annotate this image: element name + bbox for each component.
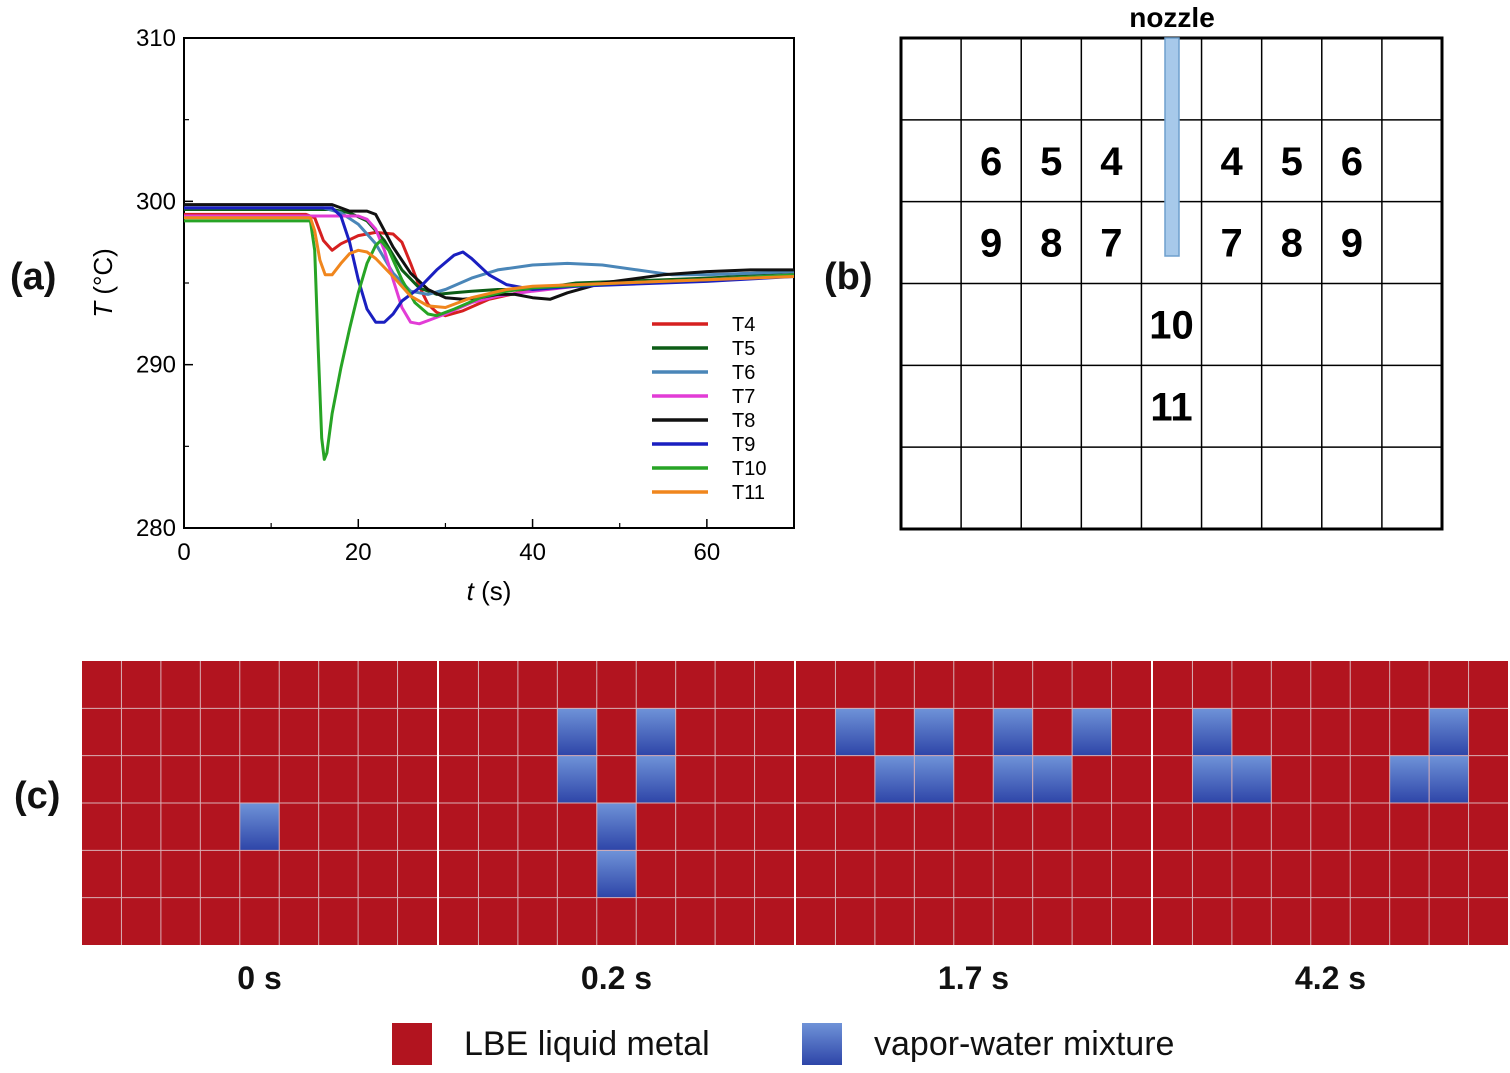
vapor-cell [1429, 708, 1469, 756]
legend-label-t6: T6 [732, 362, 755, 384]
legend-label-t7: T7 [732, 386, 755, 408]
sensor-number: 4 [1220, 140, 1243, 184]
snapshot-time-label: 0.2 s [580, 960, 653, 996]
vapor-cell [874, 755, 915, 803]
sensor-number: 4 [1100, 140, 1123, 184]
panel-label-a: (a) [10, 256, 57, 298]
sensor-number: 7 [1220, 222, 1242, 266]
legend-label-t4: T4 [732, 314, 755, 336]
x-tick-label: 40 [519, 539, 546, 566]
vapor-cell [1192, 755, 1232, 803]
vapor-legend-label: vapor-water mixture [874, 1024, 1175, 1063]
x-tick-label: 20 [345, 539, 372, 566]
vapor-cell [835, 708, 875, 756]
y-tick-label: 310 [136, 25, 176, 52]
sensor-number: 5 [1281, 140, 1303, 184]
sensor-number: 8 [1040, 222, 1062, 266]
vapor-cell [596, 850, 637, 898]
legend-vapor: vapor-water mixture [802, 1020, 1174, 1068]
vapor-cell [1429, 755, 1469, 803]
series-line-t11 [184, 216, 795, 309]
sensor-number: 6 [1341, 140, 1363, 184]
sensor-number: 9 [1341, 222, 1363, 266]
y-tick-label: 280 [136, 515, 176, 542]
x-tick-label: 0 [177, 539, 190, 566]
legend-label-t11: T11 [732, 482, 765, 504]
y-tick-label: 300 [136, 188, 176, 215]
vapor-cell [1231, 755, 1272, 803]
snapshot-grid [1153, 661, 1508, 945]
vapor-cell [596, 803, 637, 851]
sensor-number: 5 [1040, 140, 1062, 184]
snapshot-grid [439, 661, 794, 945]
y-axis-label: T (°C) [88, 248, 118, 318]
vapor-cell [1192, 708, 1232, 756]
legend-label-t9: T9 [732, 434, 755, 456]
snapshot-grid [82, 661, 437, 945]
sensor-number: 7 [1100, 222, 1122, 266]
vapor-cell [993, 755, 1033, 803]
liquid-legend-label: LBE liquid metal [464, 1024, 710, 1063]
vapor-cell [239, 803, 280, 851]
series-line-t10 [184, 219, 795, 461]
x-tick-label: 60 [694, 539, 721, 566]
snapshot-grid [796, 661, 1151, 945]
vapor-cell [636, 755, 676, 803]
sensor-number: 10 [1149, 303, 1194, 347]
y-tick-label: 290 [136, 352, 176, 379]
vapor-cell [914, 755, 954, 803]
vapor-cell [1389, 755, 1430, 803]
legend-label-t10: T10 [732, 458, 766, 480]
liquid-swatch [392, 1023, 432, 1065]
vapor-cell [1032, 755, 1073, 803]
legend-label-t8: T8 [732, 410, 755, 432]
snapshot-time-label: 1.7 s [937, 960, 1010, 996]
nozzle-shape [1164, 37, 1180, 257]
snapshot-time-label: 4.2 s [1294, 960, 1367, 996]
snapshot-time-label: 0 s [237, 960, 282, 996]
sensor-number: 8 [1281, 222, 1303, 266]
sensor-number: 9 [980, 222, 1002, 266]
vapor-cell [557, 755, 597, 803]
vapor-swatch [802, 1023, 842, 1065]
vapor-cell [914, 708, 954, 756]
panel-label-c: (c) [14, 775, 61, 817]
vapor-cell [993, 708, 1033, 756]
legend-liquid: LBE liquid metal [392, 1020, 710, 1068]
vapor-cell [636, 708, 676, 756]
panel-label-b: (b) [824, 256, 873, 298]
legend-label-t5: T5 [732, 338, 755, 360]
x-axis-label: t (s) [467, 576, 512, 606]
vapor-cell [557, 708, 597, 756]
sensor-number: 11 [1150, 385, 1192, 429]
vapor-cell [1072, 708, 1112, 756]
sensor-number: 6 [980, 140, 1002, 184]
nozzle-label: nozzle [1129, 2, 1215, 33]
